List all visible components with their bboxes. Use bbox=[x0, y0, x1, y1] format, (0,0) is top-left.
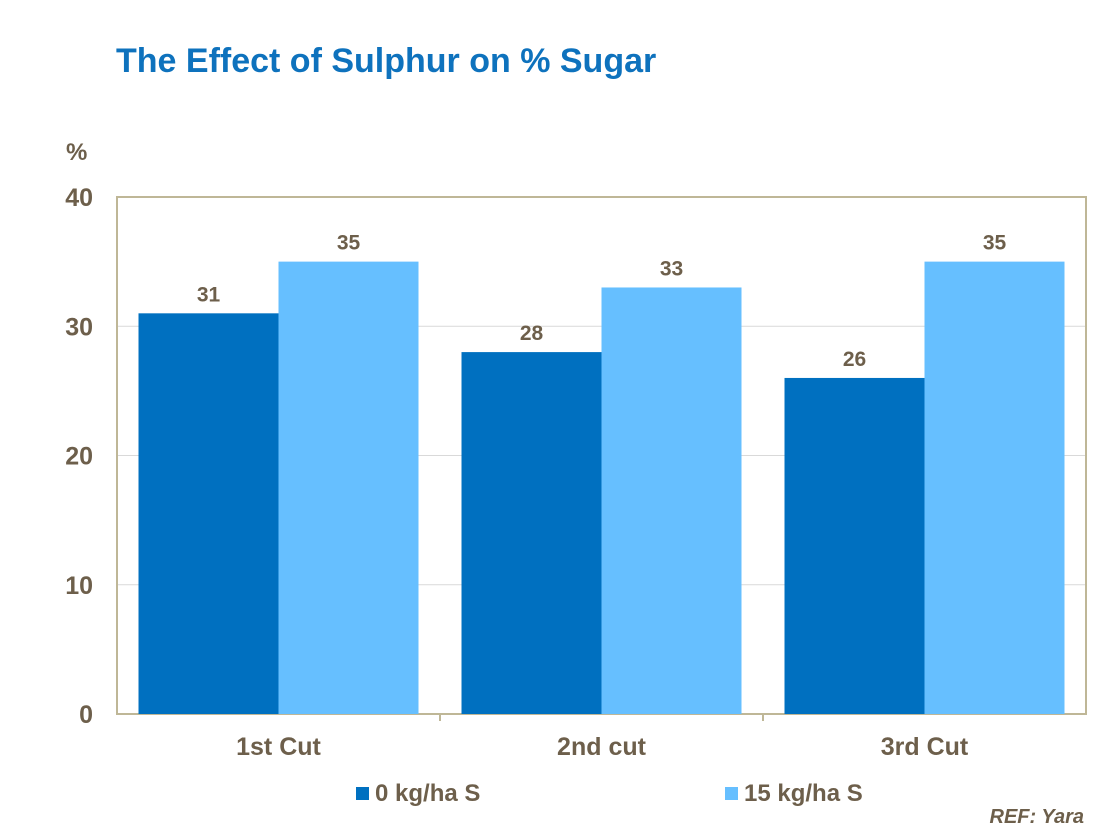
y-axis-label: % bbox=[66, 139, 87, 166]
bar bbox=[278, 261, 419, 714]
bar bbox=[784, 377, 925, 714]
data-label: 28 bbox=[520, 322, 544, 345]
x-tick-label: 2nd cut bbox=[557, 733, 647, 761]
data-label: 35 bbox=[983, 232, 1007, 255]
chart-title: The Effect of Sulphur on % Sugar bbox=[116, 42, 657, 80]
bar bbox=[461, 352, 602, 714]
bar bbox=[924, 261, 1065, 714]
bar bbox=[138, 313, 279, 714]
y-tick-label: 0 bbox=[79, 701, 93, 729]
data-label: 31 bbox=[197, 283, 221, 306]
legend-label: 0 kg/ha S bbox=[375, 780, 480, 807]
legend-label: 15 kg/ha S bbox=[744, 780, 863, 807]
legend-swatch bbox=[725, 787, 738, 800]
y-tick-label: 40 bbox=[65, 184, 93, 212]
y-tick-label: 30 bbox=[65, 313, 93, 341]
reference-note: REF: Yara bbox=[989, 806, 1084, 828]
x-tick-label: 1st Cut bbox=[236, 733, 321, 761]
y-tick-label: 10 bbox=[65, 572, 93, 600]
x-tick-label: 3rd Cut bbox=[881, 733, 969, 761]
data-label: 26 bbox=[843, 348, 866, 371]
y-tick-label: 20 bbox=[65, 443, 93, 471]
legend-swatch bbox=[356, 787, 369, 800]
data-label: 35 bbox=[337, 232, 361, 255]
data-label: 33 bbox=[660, 257, 683, 280]
bar bbox=[601, 287, 742, 714]
